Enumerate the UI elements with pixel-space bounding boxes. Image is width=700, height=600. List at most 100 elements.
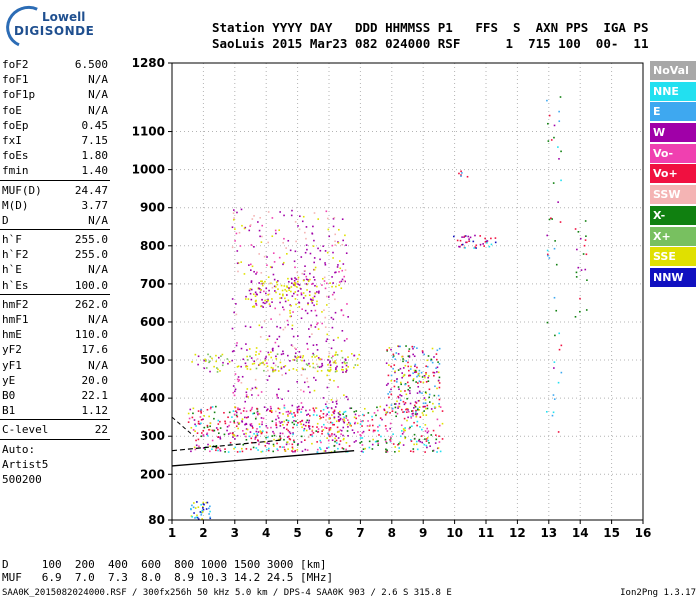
echo-point [574,228,577,230]
echo-point [312,407,315,410]
echo-point [244,423,246,426]
echo-point [338,228,340,231]
echo-point [425,371,427,374]
echo-point [234,390,236,393]
echo-point [200,435,203,438]
echo-point [342,448,345,450]
echo-point [227,451,230,453]
echo-point [261,421,263,423]
echo-point [393,385,396,388]
echo-point [407,416,409,419]
echo-point [324,326,327,328]
param-name: hmE [2,328,22,342]
echo-point [285,411,288,413]
echo-point [418,438,421,441]
echo-point [460,175,462,177]
echo-point [433,356,435,358]
echo-point [575,271,578,274]
echo-point [272,369,274,371]
echo-point [331,414,333,416]
echo-point [301,308,303,310]
plot-frame [171,62,644,521]
echo-point [345,371,347,373]
echo-point [235,303,237,305]
echo-point [353,422,356,425]
echo-point [202,429,205,432]
echo-point [292,335,295,338]
echo-point [240,412,242,415]
echo-point [274,364,277,367]
echo-point [273,434,276,437]
echo-point [238,379,241,381]
echo-point [197,438,200,441]
echo-point [309,365,311,368]
echo-point [284,288,286,291]
echo-point [290,304,292,307]
echo-point [233,217,235,219]
echo-point [246,368,249,370]
echo-point [250,244,253,246]
echo-point [279,326,282,329]
echo-point [339,267,342,270]
echo-point [291,324,294,327]
echo-point [359,437,362,439]
echo-point [249,368,252,371]
echo-point [399,435,402,438]
echo-point [204,360,207,362]
echo-point [224,450,226,453]
echo-point [323,309,325,312]
param-value: 110.0 [74,328,108,342]
echo-point [203,415,206,417]
echo-point [422,402,425,405]
echo-point [301,367,304,370]
echo-point [276,448,278,450]
echo-point [318,290,320,293]
echo-point [280,366,283,369]
ordinary-trace-line [171,450,355,467]
echo-point [312,276,315,278]
echo-point [296,294,299,296]
echo-point [280,284,283,287]
echo-point [292,426,294,429]
echo-point [486,241,488,244]
echo-point [384,425,387,427]
echo-point [272,430,274,433]
echo-point [287,435,290,438]
echo-point [259,235,261,238]
echo-point [255,434,257,437]
echo-point [308,335,311,338]
echo-point [283,427,285,429]
echo-point [296,406,299,409]
echo-point [326,413,329,416]
echo-point [266,427,269,429]
echo-point [392,443,395,445]
echo-point [419,425,421,428]
echo-point [306,414,308,416]
echo-point [222,361,224,364]
echo-point [278,313,281,316]
legend: NoVal NNE E W Vo- Vo+ SSW X- X+ SSE NNW [650,61,696,289]
echo-point [236,250,239,252]
echo-point [313,295,316,298]
echo-point [271,286,274,289]
echo-point [296,411,299,414]
echo-point [296,271,299,274]
echo-point [385,440,387,443]
echo-point [237,262,240,264]
echo-point [234,373,237,375]
echo-point [332,339,335,341]
echo-point [252,446,255,449]
echo-point [308,425,311,428]
echo-point [270,356,273,359]
echo-point [558,158,560,160]
echo-point [288,443,291,445]
echo-point [291,345,294,347]
echo-point [203,503,205,506]
echo-point [394,371,396,374]
echo-point [343,416,345,419]
echo-point [389,412,391,414]
param-row: MUF(D) 24.47 [0,183,110,198]
echo-point [277,365,279,368]
echo-point [426,431,429,434]
echo-point [343,275,346,278]
